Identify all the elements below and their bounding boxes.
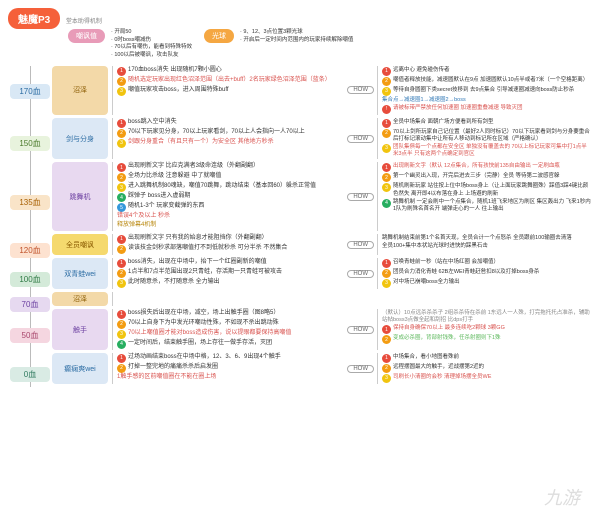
phase-label: 癫痫爽wei [52, 353, 108, 384]
num-badge: 2 [117, 269, 126, 278]
stage-row: 沼泽1170血boss消失 出现随机7颗小圆心2随机选定玩家出现红色沼泽范围（出… [52, 66, 592, 115]
hp-marker: 0血 [10, 367, 50, 382]
stage-rows: 沼泽1170血boss消失 出现随机7颗小圆心2随机选定玩家出现红色沼泽范围（出… [52, 66, 592, 387]
num-badge: 3 [382, 279, 391, 288]
num-badge: 3 [382, 87, 391, 96]
stage-row: 全员嘲讽1出现刷新文字 只有我的始息才能阻挡你（外翻副翻）2读该技金剑秒求部落嘲… [52, 234, 592, 255]
stage-row: 双青蛙wei1boss消失，出现在中场中，抬下一个红圈副新的嘲值21点半和7点半… [52, 258, 592, 289]
how-pill: HOW [347, 270, 374, 278]
num-badge: 1 [382, 119, 391, 128]
phase-label: 沼泽 [52, 292, 108, 306]
num-badge: 1 [117, 354, 126, 363]
num-badge: 1 [117, 310, 126, 319]
num-badge: 2 [117, 129, 126, 138]
stage-row: 剑与分身1boss跳入空中消失270以下玩家见分身，70以上玩家看剑，70以上人… [52, 118, 592, 160]
num-badge: 3 [117, 87, 126, 96]
num-badge: 1 [382, 325, 391, 334]
stage-row: 触手1boss损失后出现在中场，减空，场上出触手圈（图8略5）270以上自身下为… [52, 309, 592, 350]
right-notes: （默认）10点远杀杀杀子 2组杀杀待在杀前 1东远人一人殊，打完拖托托占准杀，辅… [377, 309, 592, 350]
num-badge: 3 [117, 139, 126, 148]
stage-row: 跳舞机1出现刷新文字 比应克满者3级命连级（外翻副翻）2全场力比杀级 注意躲避 … [52, 162, 592, 231]
num-badge: 2 [117, 173, 126, 182]
mid-notes: 1170血boss消失 出现随机7颗小圆心2随机选定玩家出现红色沼泽范围（出去+… [112, 66, 344, 115]
hp-column: 170血 150血 135血 120血 100血 70血 50血 0血 [8, 66, 52, 387]
watermark: 九游 [544, 484, 580, 510]
mid-notes: 1boss消失，出现在中场中，抬下一个红圈副新的嘲值21点半和7点半范围出现2只… [112, 258, 344, 289]
phase-label: 沼泽 [52, 66, 108, 115]
num-badge: 4 [117, 193, 126, 202]
hp-marker: 70血 [10, 297, 50, 312]
num-badge: 2 [382, 269, 391, 278]
num-badge: 2 [117, 245, 126, 254]
right-notes: 1出现刷新文字（默认 12点集合，所有孩快前135自由输出 一定刷血瓶2第一个幽… [377, 162, 592, 231]
num-badge: 2 [382, 335, 391, 344]
num-badge: 1 [382, 67, 391, 76]
num-badge: 1 [117, 163, 126, 172]
how-pill: HOW [347, 193, 374, 201]
hp-marker: 120血 [10, 243, 50, 258]
hp-marker: 50血 [10, 328, 50, 343]
hp-marker: 150血 [10, 136, 50, 151]
how-pill: HOW [347, 135, 374, 143]
num-badge: 3 [117, 279, 126, 288]
num-badge: 4 [382, 199, 391, 208]
num-badge: ! [382, 105, 391, 114]
num-badge: 3 [117, 183, 126, 192]
how-pill: HOW [347, 326, 374, 334]
num-badge: 2 [382, 364, 391, 373]
num-badge: 5 [117, 203, 126, 212]
phase-label: 跳舞机 [52, 162, 108, 231]
mid-notes: 1出现刷新文字 只有我的始息才能阻挡你（外翻副翻）2读该技金剑秒求部落嘲值打不到… [112, 234, 344, 255]
num-badge: 1 [117, 119, 126, 128]
num-badge: 2 [117, 320, 126, 329]
mid-notes: 1出现刷新文字 比应克满者3级命连级（外翻副翻）2全场力比杀级 注意躲避 中了就… [112, 162, 344, 231]
how-pill: HOW [347, 241, 374, 249]
hp-marker: 100血 [10, 272, 50, 287]
num-badge: 3 [382, 144, 391, 153]
subnote: 堂本助得机制 [66, 19, 102, 25]
num-badge: 1 [117, 259, 126, 268]
right-notes: 1远离中心 避免碰伤传者2嘲值者释放技能，减速圆默认在9点 加速圆默认10点半或… [377, 66, 592, 115]
mechanic-pill: 嘲讽值 [68, 29, 105, 43]
num-badge: 1 [382, 163, 391, 172]
phase-label: 全员嘲讽 [52, 234, 108, 255]
num-badge: 2 [117, 77, 126, 86]
mid-notes: 1boss损失后出现在中场，减空，场上出触手圈（图8略5）270以上自身下为中发… [112, 309, 344, 350]
stage-row: 沼泽 [52, 292, 592, 306]
num-badge: 1 [382, 354, 391, 363]
num-badge: 3 [382, 183, 391, 192]
num-badge: 3 [382, 374, 391, 383]
mid-notes: 1过场动画结束boss在中场中格，12、3、6、9出现4个触手2打掉一整完地的痛… [112, 353, 344, 384]
right-notes: 1全员中场集合 面朝广场方便看到所有剑型270以上剑所玩家自己记位置（最好2人同… [377, 118, 592, 160]
num-badge: 1 [382, 259, 391, 268]
num-badge: 3 [117, 330, 126, 339]
num-badge: 1 [117, 235, 126, 244]
top-mechanics: 嘲讽值· 开局50· 0时boss嘲减伤· 70以后有嘲伤，能看到特殊特效· 1… [68, 29, 592, 60]
num-badge: 1 [117, 67, 126, 76]
num-badge: 2 [382, 129, 391, 138]
num-badge: 2 [117, 364, 126, 373]
title-badge: 魅魔P3 [8, 8, 60, 29]
stage-row: 癫痫爽wei1过场动画结束boss在中场中格，12、3、6、9出现4个触手2打掉… [52, 353, 592, 384]
mechanic-pill: 光球 [204, 29, 234, 43]
phase-label: 触手 [52, 309, 108, 350]
phase-label: 剑与分身 [52, 118, 108, 160]
hp-marker: 135血 [10, 195, 50, 210]
num-badge: 2 [382, 77, 391, 86]
num-badge: 4 [117, 340, 126, 349]
num-badge: 2 [382, 173, 391, 182]
right-notes: 跳舞机制结束前第1个名首天现，全员合计一个点怒杀 全员跟前100输圈去清落全员1… [377, 234, 592, 255]
phase-label: 双青蛙wei [52, 258, 108, 289]
header: 魅魔P3 堂本助得机制 [8, 8, 592, 29]
right-notes: 1召唤青蛙前一秒（站在中场红圈 会加嘲值）2团员合力消化青蛙 62B左WEI青蛙… [377, 258, 592, 289]
how-pill: HOW [347, 365, 374, 373]
mid-notes: 1boss跳入空中消失270以下玩家见分身，70以上玩家看剑，70以上人会指向一… [112, 118, 344, 160]
right-notes: 1中场集合，看小地图看殊前2远程摆圆最大的触手，近战摆第2近的3司刷长小清圈的会… [377, 353, 592, 384]
how-pill: HOW [347, 86, 374, 94]
mid-notes [112, 292, 592, 306]
hp-marker: 170血 [10, 84, 50, 99]
